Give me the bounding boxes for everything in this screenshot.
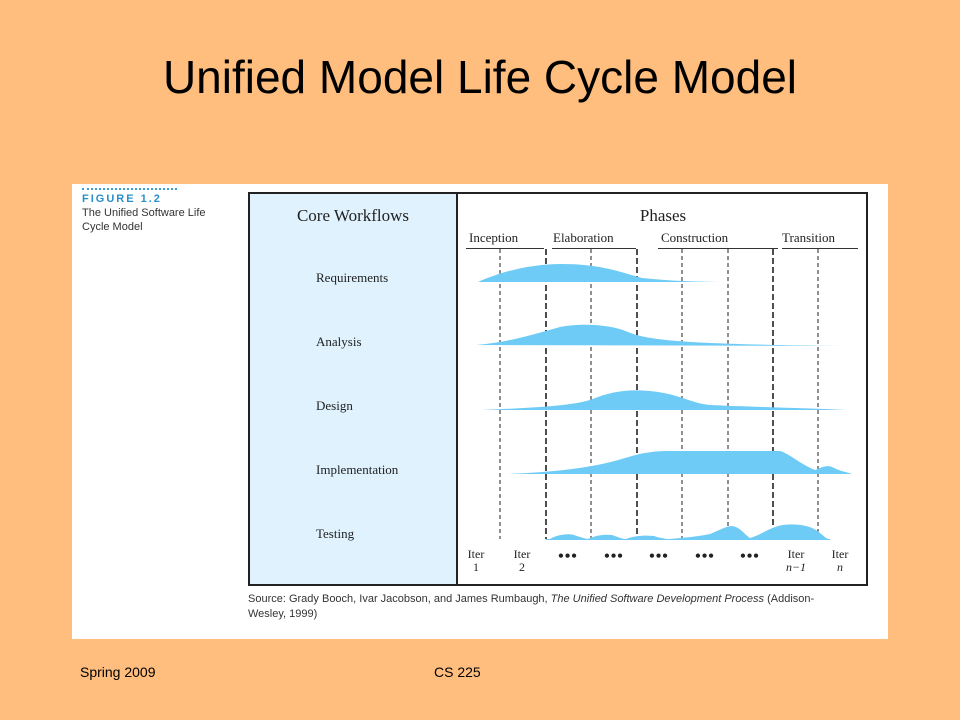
phase-label-transition: Transition [782,230,835,245]
iteration-ellipsis-3: ••• [649,548,669,565]
testing-effort-curve [550,524,828,539]
core-workflows-column: Core Workflows Requirements Analysis Des… [250,194,458,584]
iteration-ellipsis-5: ••• [740,548,760,565]
footer-course: CS 225 [434,664,481,680]
figure-label: FIGURE 1.2 The Unified Software Life Cyc… [82,188,252,234]
phase-rule-transition [782,248,858,249]
phase-label-inception: Inception [469,230,519,245]
analysis-effort-curve [476,324,842,346]
phase-label-elaboration: Elaboration [553,230,614,245]
iteration-label-1: Iter 1 [467,547,485,574]
figure-panel: FIGURE 1.2 The Unified Software Life Cyc… [72,184,888,639]
design-effort-curve [482,390,846,410]
workflow-label-requirements: Requirements [316,270,389,285]
figure-caption: The Unified Software Life Cycle Model [82,207,206,233]
footer-date: Spring 2009 [80,664,156,680]
phase-rule-construction [658,248,778,249]
iteration-ellipsis-2: ••• [604,548,624,565]
iteration-label-2: Iter 2 [513,547,531,574]
workflow-label-implementation: Implementation [316,462,399,477]
workflow-effort-graphic [476,249,852,540]
iteration-label-n: Iter n [831,547,849,574]
iteration-boundaries [499,249,819,539]
iteration-ellipsis-4: ••• [695,548,715,565]
core-workflows-header: Core Workflows [296,206,410,225]
phase-rule-inception [466,248,544,249]
phase-label-construction: Construction [661,230,729,245]
slide-title: Unified Model Life Cycle Model [162,51,798,103]
workflow-label-design: Design [316,398,353,413]
phase-rule-elaboration [552,248,636,249]
figure-dotted-rule [82,188,177,190]
phases-header: Phases [639,206,687,225]
workflow-label-testing: Testing [316,526,355,541]
figure-source: Source: Grady Booch, Ivar Jacobson, and … [248,593,815,620]
lifecycle-diagram: Core Workflows Requirements Analysis Des… [248,192,868,586]
implementation-effort-curve [508,451,852,474]
workflow-label-analysis: Analysis [316,334,362,349]
requirements-effort-curve [478,264,730,282]
figure-number: FIGURE 1.2 [82,193,162,205]
iteration-label-n-minus-1: Iter n−1 [785,547,807,574]
iteration-ellipsis-1: ••• [558,548,578,565]
